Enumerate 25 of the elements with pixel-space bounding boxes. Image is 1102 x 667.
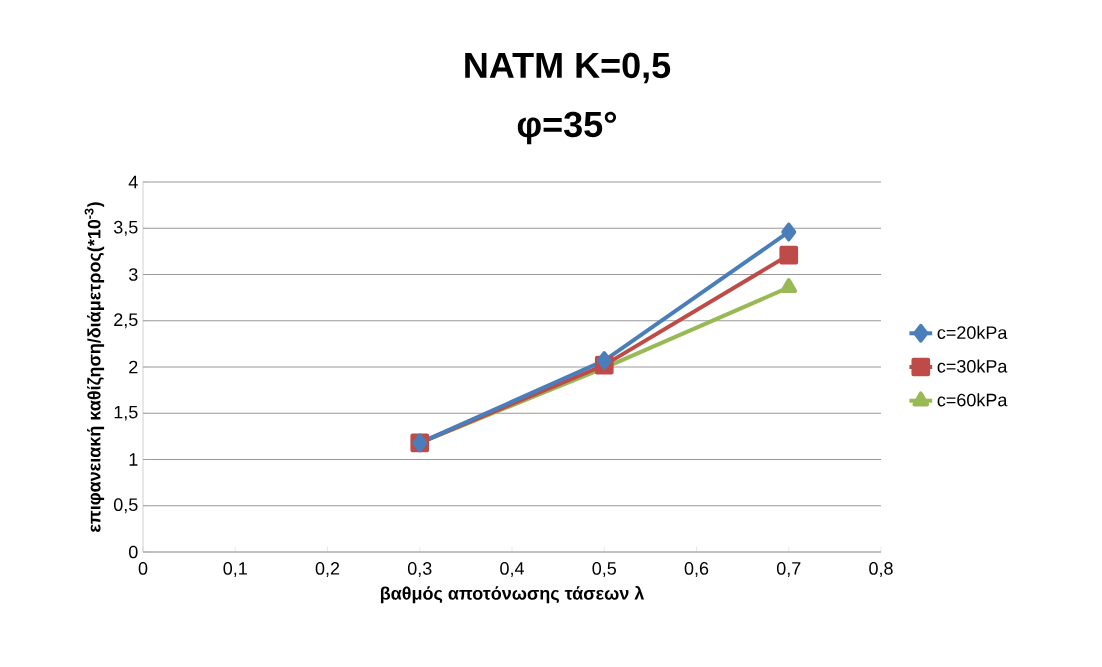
y-tick-label: 3 xyxy=(128,268,138,281)
x-tick-label: 0,8 xyxy=(869,562,893,577)
x-tick-label: 0,1 xyxy=(223,562,247,577)
legend-label: c=20kPa xyxy=(937,325,1008,339)
x-tick-label: 0,6 xyxy=(684,562,709,577)
legend-label: c=60kPa xyxy=(937,393,1008,407)
legend-label: c=30kPa xyxy=(937,359,1008,373)
x-tick-label: 0,3 xyxy=(407,562,432,577)
y-tick-label: 4 xyxy=(128,175,138,189)
y-tick-label: 1,5 xyxy=(114,405,138,421)
x-tick-label: 0,5 xyxy=(592,562,617,577)
chart-title: NATM K=0,5 xyxy=(465,52,671,84)
x-tick-label: 0,4 xyxy=(500,562,524,577)
x-tick-label: 0,2 xyxy=(315,562,340,577)
x-tick-label: 0,7 xyxy=(776,562,801,577)
y-tick-label: 0,5 xyxy=(113,498,138,514)
x-tick-label: 0 xyxy=(138,562,148,575)
y-tick-label: 3,5 xyxy=(113,220,138,236)
y-tick-label: 1 xyxy=(129,453,138,466)
y-tick-label: 2 xyxy=(129,360,138,374)
y-tick-label: 0 xyxy=(128,545,138,559)
y-tick-label: 2,5 xyxy=(114,313,138,329)
y-axis-title: επιφανειακή καθίζηση/διάμετρος(*10$^{-3}$) xyxy=(84,202,105,532)
chart-subtitle: φ=35° xyxy=(517,111,617,145)
x-axis-title: βαθμός αποτόνωσης τάσεων λ xyxy=(380,586,645,604)
